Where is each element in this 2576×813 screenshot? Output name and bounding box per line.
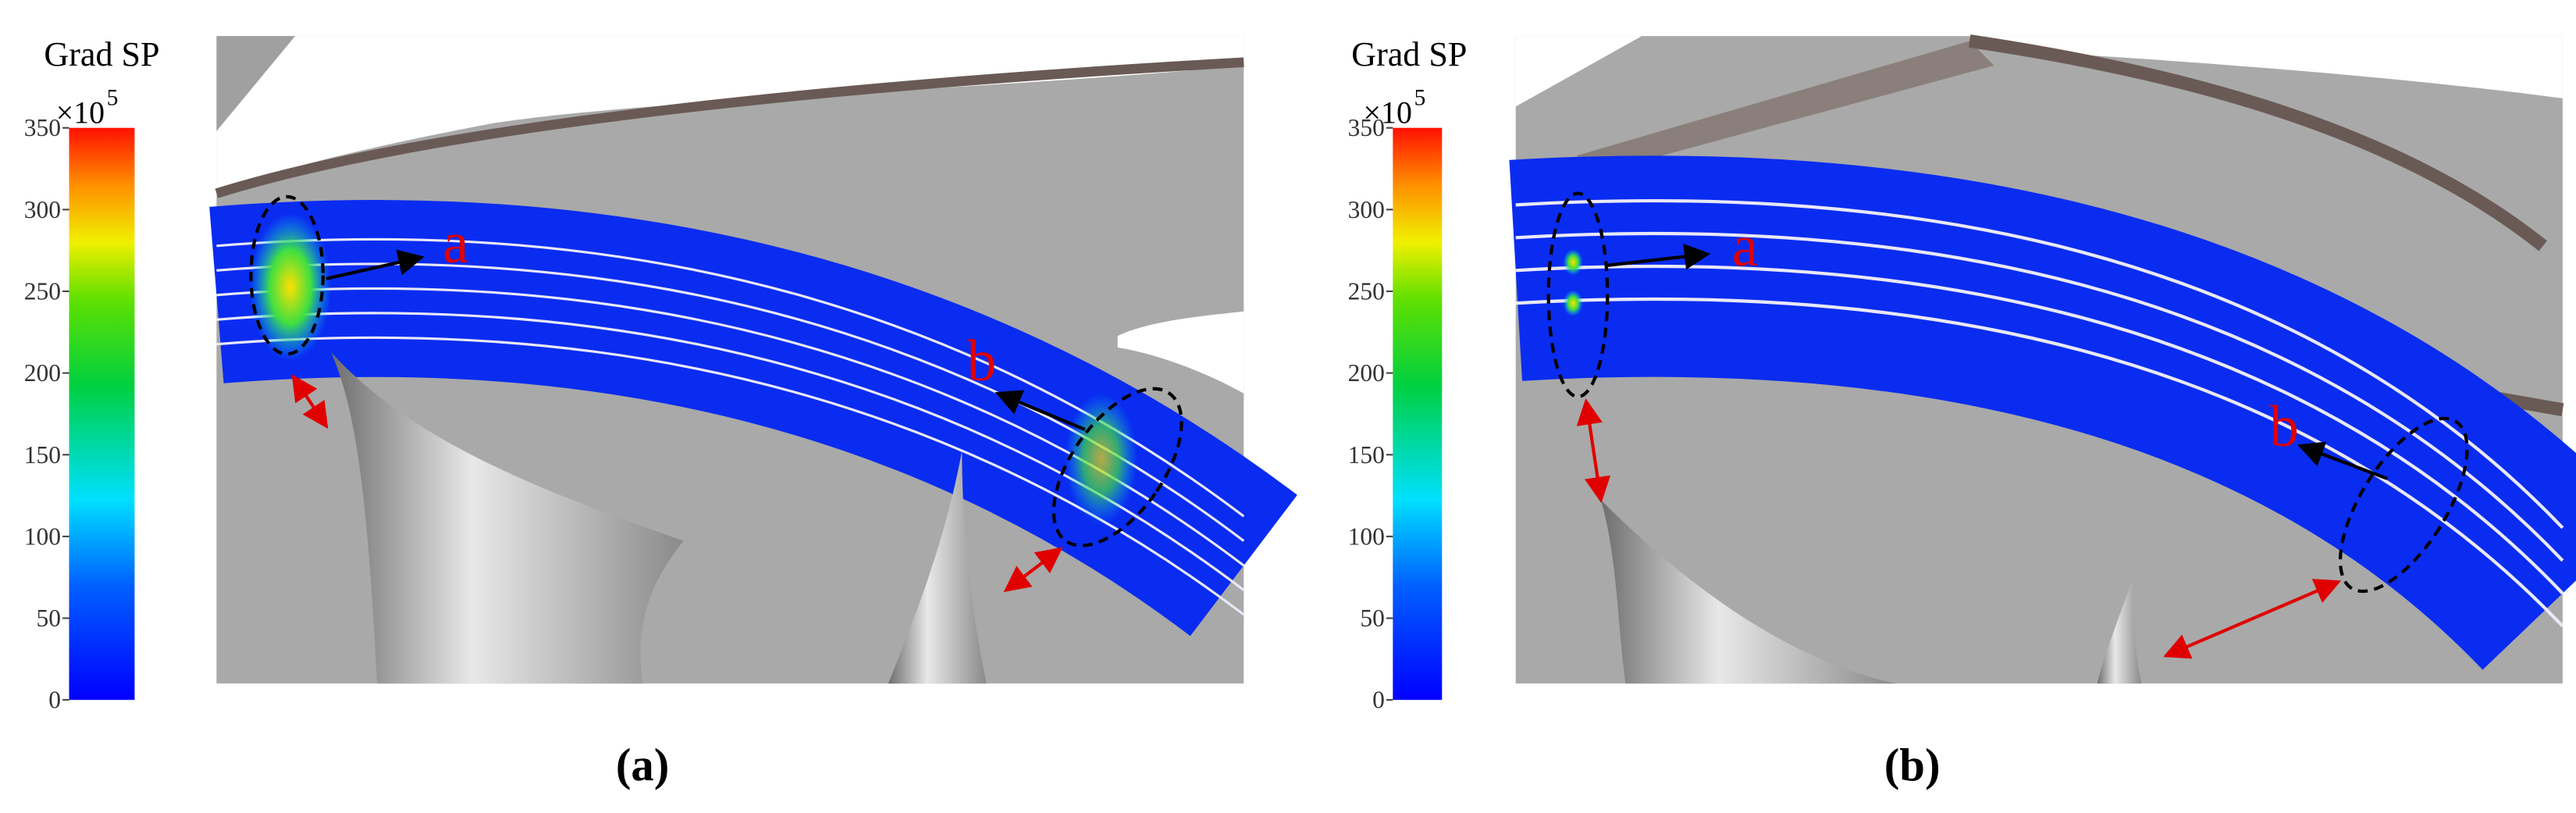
- colorbar-tick-label: 200: [1348, 359, 1385, 387]
- colorbar-multiplier: ×10: [1364, 94, 1412, 130]
- colorbar-exponent: 5: [1414, 85, 1426, 110]
- annotation-label: a: [443, 211, 469, 276]
- scene-a: [209, 36, 1297, 684]
- colorbar-title: Grad SP: [1351, 35, 1467, 73]
- colorbar-tick-label: 150: [1348, 441, 1385, 469]
- colorbar-tick-label: 350: [24, 114, 61, 141]
- annotation-label: b: [2269, 394, 2299, 459]
- colorbar-exponent: 5: [107, 85, 119, 110]
- colorbar: [1393, 127, 1443, 701]
- colorbar-tick-label: 50: [1360, 604, 1384, 632]
- colorbar-multiplier: ×10: [56, 94, 105, 130]
- colorbar-title: Grad SP: [44, 35, 159, 73]
- annotation-label: b: [967, 329, 997, 394]
- colorbar-tick-label: 300: [24, 196, 61, 223]
- colorbar: [69, 127, 135, 701]
- colorbar-tick-label: 50: [37, 604, 61, 632]
- colorbar-tick-label: 100: [24, 522, 61, 550]
- colorbar-tick-label: 300: [1348, 196, 1385, 223]
- panel-caption: (b): [1884, 740, 1941, 790]
- colorbar-tick-label: 350: [1348, 114, 1385, 141]
- scene-b: [1509, 34, 2576, 684]
- colorbar-tick-label: 150: [24, 441, 61, 469]
- colorbar-tick-label: 250: [24, 277, 61, 305]
- panel-caption: (a): [616, 740, 670, 790]
- colorbar-tick-label: 100: [1348, 522, 1385, 550]
- annotation-label: a: [1732, 214, 1759, 279]
- colorbar-tick-label: 0: [48, 686, 61, 714]
- colorbar-tick-label: 0: [1372, 686, 1385, 714]
- colorbar-tick-label: 200: [24, 359, 61, 387]
- colorbar-tick-label: 250: [1348, 277, 1385, 305]
